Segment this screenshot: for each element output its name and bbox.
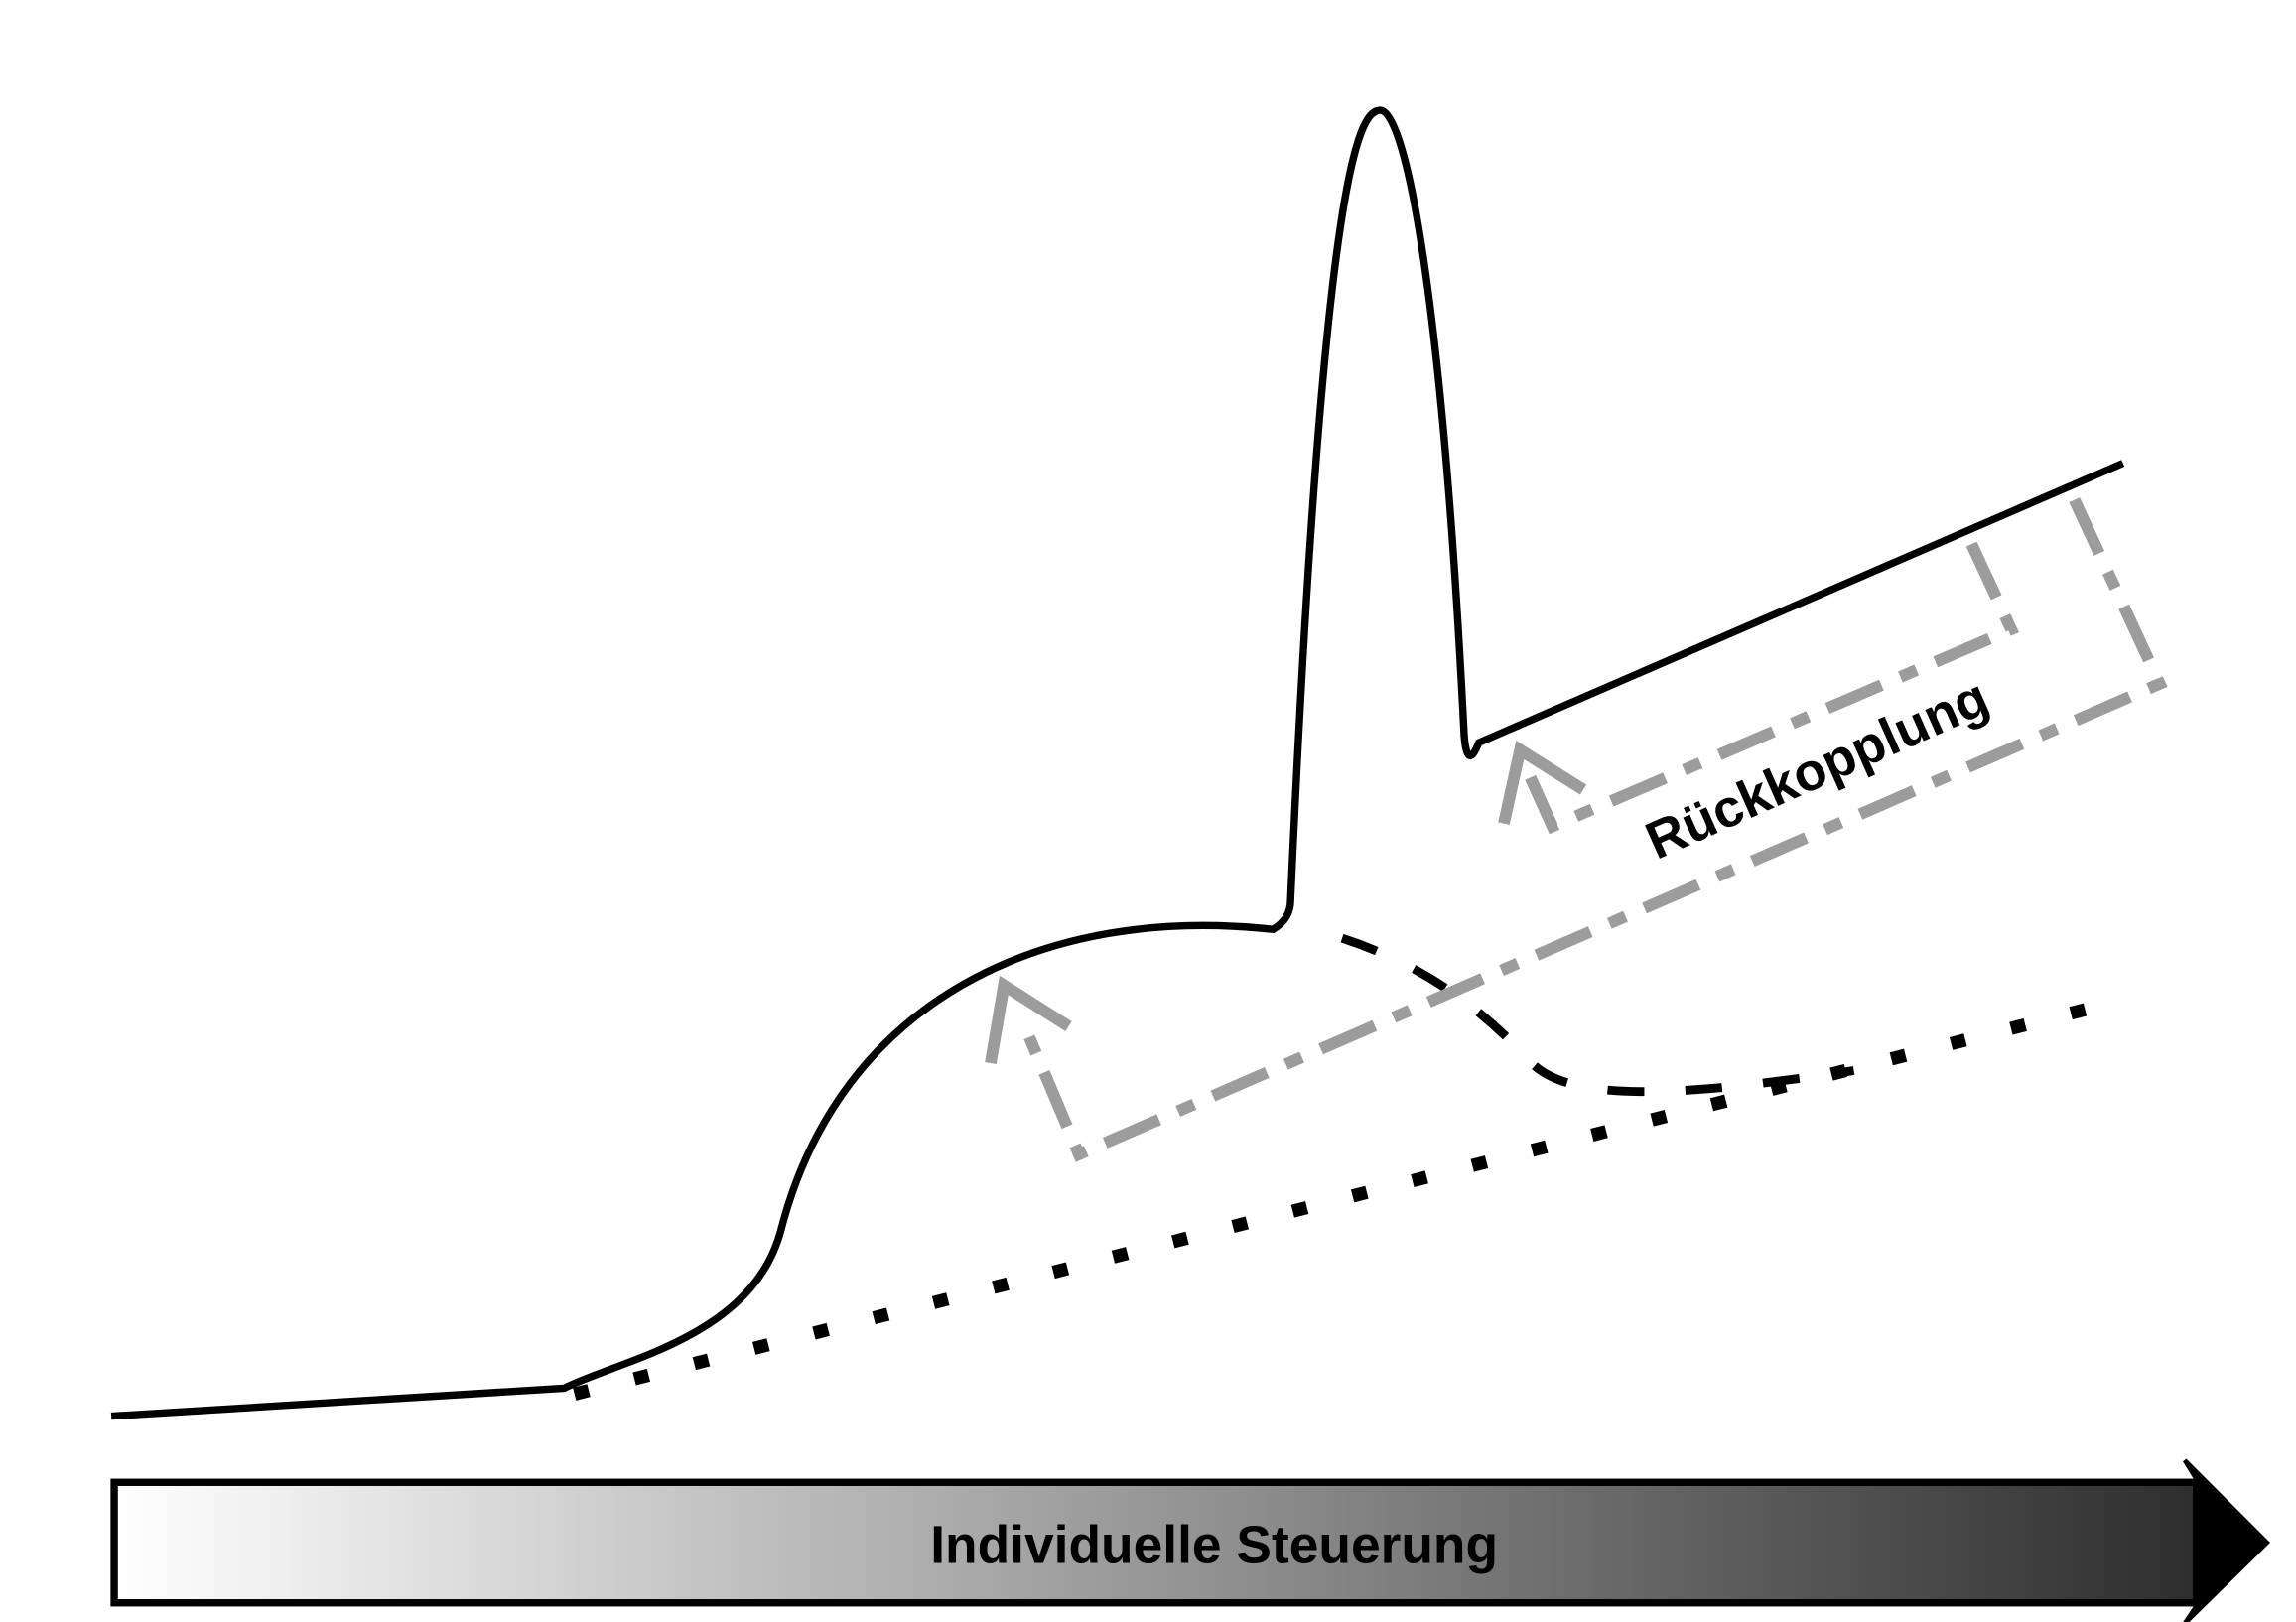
feedback-loop-outer: [1020, 497, 2168, 1162]
arrow-head-inner: [1498, 741, 1587, 825]
axis-arrow-head: [2183, 1458, 2271, 1622]
feedback-loop-inner: [1520, 541, 2020, 835]
arrow-head-outer: [985, 975, 1072, 1065]
axis-label: Individuelle Steuerung: [930, 1517, 1498, 1575]
main-curve: [110, 106, 2125, 1420]
dotted-line: [573, 993, 2125, 1401]
dashed-curve: [1340, 933, 1855, 1097]
